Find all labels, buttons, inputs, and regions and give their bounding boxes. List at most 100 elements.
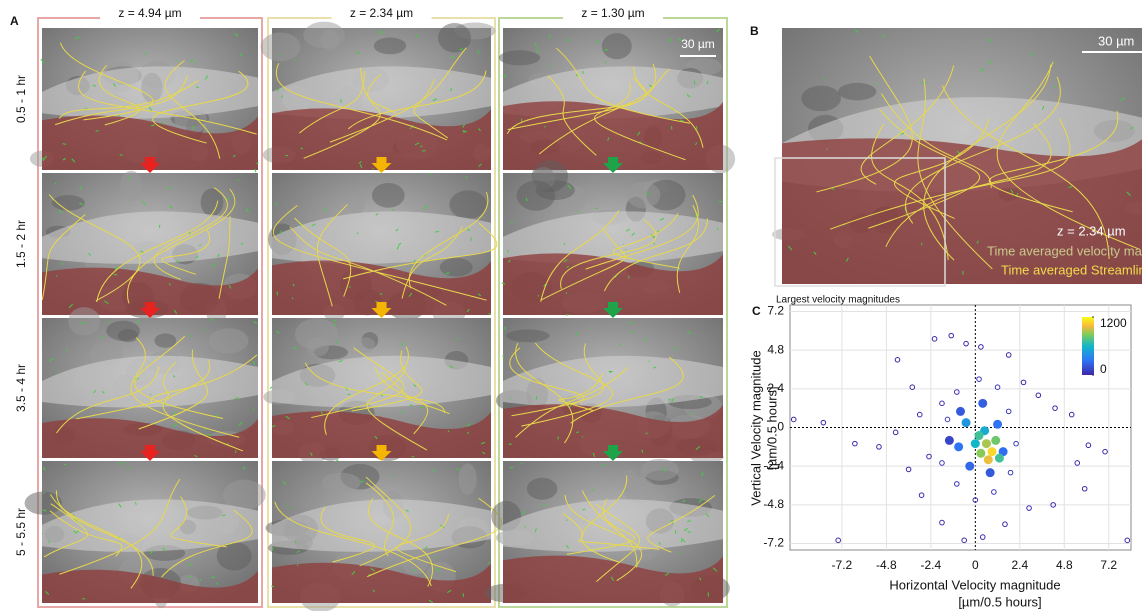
- vector: [238, 180, 240, 181]
- row-label: 5 - 5.5 hr: [14, 508, 28, 556]
- point: [992, 436, 1000, 444]
- x-tick-label: 7.2: [1100, 558, 1117, 572]
- cell: [154, 333, 176, 347]
- point: [982, 440, 990, 448]
- inset-caption: Largest velocity magnitudes: [776, 295, 900, 306]
- point: [971, 440, 979, 448]
- vector: [576, 432, 579, 433]
- cell: [209, 328, 249, 353]
- cell: [68, 307, 100, 335]
- point: [984, 456, 992, 464]
- x-tick-label: 4.8: [1056, 558, 1073, 572]
- vector: [271, 586, 274, 587]
- cell: [307, 337, 329, 357]
- vector: [150, 394, 151, 395]
- vector: [521, 463, 522, 464]
- cell: [627, 182, 661, 209]
- column-header: z = 2.34 µm: [350, 6, 413, 20]
- panel-a: z = 4.94 µmz = 2.34 µmz = 1.30 µm30 µm0.…: [14, 6, 735, 611]
- axis-title: [µm/0.5 hours]: [958, 594, 1041, 609]
- vector: [373, 168, 374, 169]
- vector: [195, 62, 196, 63]
- cell: [106, 321, 140, 341]
- overlay-text: 30 µm: [1098, 33, 1134, 48]
- x-tick-label: 2.4: [1011, 558, 1028, 572]
- vector: [1054, 86, 1057, 87]
- vector: [510, 399, 511, 400]
- vector: [281, 230, 282, 234]
- vector: [198, 558, 199, 559]
- vector: [538, 295, 539, 296]
- x-tick-label: 0: [972, 558, 979, 572]
- vector: [566, 315, 568, 316]
- figure: A B C z = 4.94 µmz = 2.34 µmz = 1.30 µm3…: [0, 0, 1142, 611]
- point: [988, 448, 996, 456]
- vector: [511, 222, 514, 223]
- vector: [827, 149, 828, 150]
- panel-b: 30 µm z = 2.34 µm Time averaged velocity m…: [772, 28, 1142, 306]
- vector: [270, 387, 272, 389]
- overlay-text: z = 2.34 µm: [1057, 223, 1126, 238]
- point: [977, 449, 985, 457]
- vector: [823, 78, 824, 79]
- vector: [125, 462, 126, 463]
- column-header: z = 1.30 µm: [581, 6, 644, 20]
- cell: [449, 190, 486, 218]
- vector: [626, 249, 627, 250]
- cell: [506, 329, 549, 342]
- axis-title: Horizontal Velocity magnitude: [889, 577, 1060, 592]
- cell: [260, 32, 300, 61]
- vector: [323, 209, 326, 210]
- point: [955, 443, 963, 451]
- vector: [414, 260, 415, 262]
- vector: [649, 361, 650, 362]
- cell: [322, 473, 361, 493]
- point: [986, 469, 994, 477]
- vector: [549, 66, 551, 67]
- x-tick-label: -7.2: [832, 558, 853, 572]
- point: [945, 436, 953, 444]
- y-tick-label: 7.2: [767, 304, 784, 318]
- panel-c: -7.2-4.8-2.402.44.87.2-7.2-4.8-2.402.44.…: [748, 304, 1131, 610]
- vector: [604, 50, 608, 51]
- point: [957, 407, 965, 415]
- vector: [253, 409, 254, 410]
- point: [995, 454, 1003, 462]
- vector: [202, 330, 204, 331]
- cell: [602, 33, 632, 59]
- vector: [282, 54, 283, 56]
- row-label: 0.5 - 1 hr: [14, 75, 28, 123]
- vector: [217, 414, 218, 418]
- cell: [440, 258, 473, 276]
- vector: [413, 570, 416, 571]
- cell: [801, 86, 841, 112]
- overlay-text: Time averaged velocity map: [987, 243, 1142, 258]
- row-label: 1.5 - 2 hr: [14, 220, 28, 268]
- panel-label: A: [10, 14, 19, 28]
- axis-title: Vertical Velocity magnitude: [748, 350, 763, 505]
- scale-label: 30 µm: [681, 37, 715, 51]
- vector: [566, 292, 567, 294]
- vector: [610, 372, 611, 373]
- vector: [291, 508, 292, 509]
- point: [979, 399, 987, 407]
- point: [966, 462, 974, 470]
- y-tick-label: -7.2: [763, 536, 784, 550]
- vector: [536, 396, 537, 400]
- point: [962, 419, 970, 427]
- point: [975, 432, 983, 440]
- panel-label: C: [752, 304, 761, 318]
- cell: [356, 337, 375, 352]
- vector: [544, 126, 546, 127]
- axis-title: [µm/0.5 hours]: [764, 386, 779, 469]
- cell: [320, 30, 339, 51]
- panel-label: B: [750, 24, 759, 38]
- vector: [435, 557, 437, 558]
- cell: [346, 193, 365, 214]
- cell: [499, 50, 540, 65]
- point: [994, 420, 1002, 428]
- cell: [838, 83, 876, 100]
- x-tick-label: -4.8: [876, 558, 897, 572]
- colorbar-label: 1200: [1100, 316, 1127, 330]
- vector: [241, 244, 244, 245]
